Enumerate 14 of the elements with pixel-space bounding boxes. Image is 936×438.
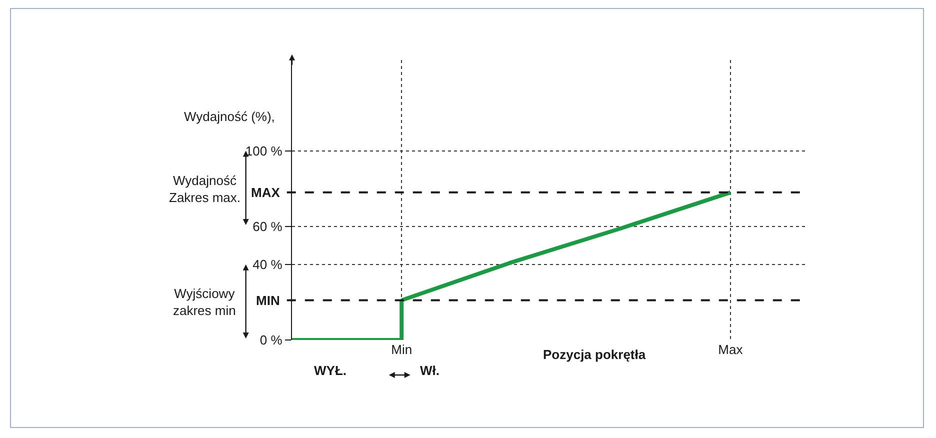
y-tick-label: 40 % — [252, 256, 283, 272]
text: Wł. — [420, 363, 440, 378]
text: Wydajność Zakres max. — [169, 173, 241, 205]
x-tick-label: Max — [718, 342, 744, 357]
x-axis-title: Pozycja pokrętła — [543, 347, 646, 362]
ref-line-label: MAX — [251, 185, 280, 200]
y-tick-label: 0 % — [260, 332, 283, 348]
y-axis-title: Wydajność (%), — [184, 109, 275, 124]
x-tick-label: Min — [391, 342, 412, 357]
text: WYŁ. — [314, 363, 346, 378]
text: Wyjściowy zakres min — [173, 286, 236, 318]
ref-line-label: MIN — [256, 293, 280, 308]
y-tick-label: 100 % — [245, 143, 283, 158]
y-tick-label: 60 % — [252, 219, 283, 234]
